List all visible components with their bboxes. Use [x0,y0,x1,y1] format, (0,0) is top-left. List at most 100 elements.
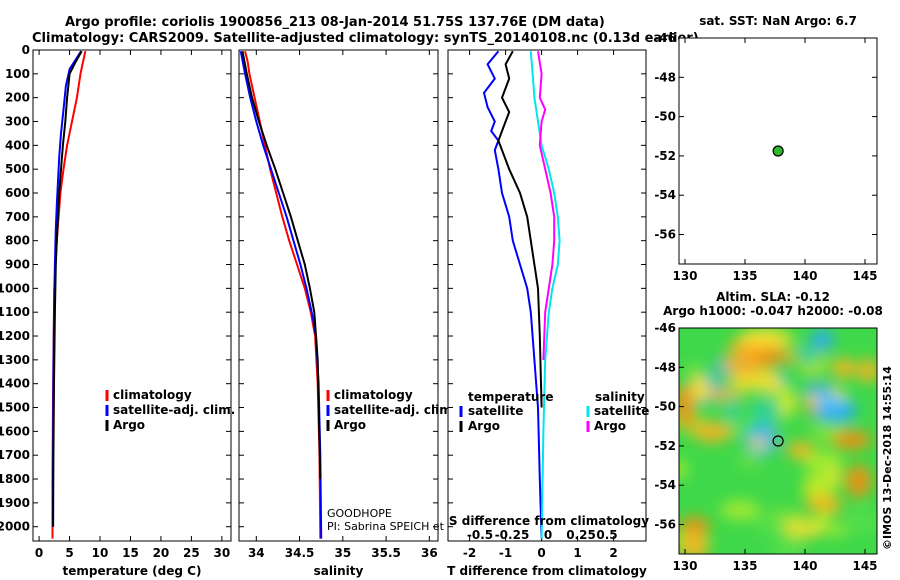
sla-map-heatmap-blob [844,509,877,536]
sst-map-ytick-label: -56 [654,228,676,242]
sla-map-heatmap-blob [679,403,695,429]
difference-xtick-label: -2 [463,546,476,560]
temperature-legend-label: climatology [113,388,192,402]
sla-map-xtick-label: 140 [792,559,817,573]
difference-top-tick-label: 0.5 [596,528,617,542]
temperature-ytick-label: 0 [22,43,30,57]
sla-map-xtick-label: 145 [852,559,877,573]
sst-map-xtick-label: 130 [672,269,697,283]
temperature-ytick-label: 1400 [0,377,30,391]
difference-top-tick-label: -0.5 [467,528,493,542]
sst-map-xtick-label: 145 [852,269,877,283]
figure-title-line2: Climatology: CARS2009. Satellite-adjuste… [32,31,699,46]
sla-map-heatmap-blob [810,329,834,351]
difference-xtick-label: 2 [609,546,617,560]
sla-map-heatmap-blob [724,393,740,425]
difference-legend-left-label: satellite [468,404,523,418]
salinity-series-argo [241,51,322,480]
sla-map-heatmap-blob [690,374,710,402]
temperature-ytick-label: 600 [5,186,30,200]
sla-map-heatmap-blob [679,459,687,479]
sla-map-heatmap-blob [679,535,709,554]
sst-map-argo-marker [772,145,784,157]
temperature-ytick-label: 1700 [0,448,30,462]
sla-map-ytick-label: -52 [654,439,676,453]
sla-map-heatmap-blob [831,358,855,379]
sla-map-heatmap-blob [803,383,835,398]
temperature-ytick-label: 500 [5,162,30,176]
sla-map-heatmap-blob [818,395,846,409]
difference-xlabel: T difference from climatology [447,564,647,578]
sla-map-heatmap-blob [782,518,825,539]
temperature-ytick-label: 100 [5,67,30,81]
sla-map-heatmap-blob [832,431,872,449]
difference-top-tick-label: -0.25 [495,528,530,542]
sla-map-argo-marker [772,435,784,447]
temperature-legend-label: Argo [113,418,145,432]
temperature-xtick-label: 0 [35,546,43,560]
sst-map-ytick-label: -48 [654,70,676,84]
difference-legend-right-label: Argo [594,419,626,433]
difference-top-tick-label: 0.25 [566,528,596,542]
difference-top-tick-label: 0 [544,528,552,542]
salinity-xlabel: salinity [314,564,364,578]
temperature-series-argo [52,50,83,527]
difference-panel: -2 -1 0 1 2 T difference from climatology S di… [447,49,649,578]
sst-map-xtick-label: 140 [792,269,817,283]
sla-map-heatmap-blob [739,328,791,348]
sla-map-ytick-label: -46 [654,321,676,335]
temperature-ytick-label: 900 [5,258,30,272]
temperature-ytick-label: 800 [5,234,30,248]
sla-map-heatmap-blob [679,516,710,537]
sla-map-ytick-label: -48 [654,360,676,374]
sla-map-heatmap-blob [765,509,805,523]
temperature-ytick-label: 200 [5,91,30,105]
sst-map-ytick-label: -54 [654,188,676,202]
salinity-panel: 34 34.5 35 35.5 36salinityclimatologysatelli… [238,49,526,578]
temperature-panel: 0 5 10 15 20 25 300100200300400500600700800900… [0,43,235,578]
sla-map-heatmap-blob [800,452,844,470]
sla-map-title-line1: Altim. SLA: -0.12 [716,290,830,304]
sla-map-heatmap-blob [737,454,764,467]
salinity-legend-label: climatology [334,388,413,402]
temperature-ytick-label: 1200 [0,329,30,343]
salinity-xtick-label: 35.5 [371,546,401,560]
temperature-ytick-label: 700 [5,210,30,224]
sst-map-panel: sat. SST: NaN Argo: 6.7 130 135 140 145 -46 -4… [654,14,877,283]
temperature-ytick-label: 1000 [0,281,30,295]
difference-series-t-satellite [482,50,543,539]
sla-map-heatmap-blob [758,370,782,394]
salinity-xtick-label: 36 [421,546,438,560]
difference-legend-left-label: Argo [468,419,500,433]
temperature-ytick-label: 1300 [0,353,30,367]
salinity-xtick-label: 34.5 [285,546,315,560]
sla-map-ytick-label: -50 [654,400,676,414]
sla-map-ytick-label: -56 [654,518,676,532]
temperature-ytick-label: 2000 [0,520,30,534]
temperature-xtick-label: 25 [183,546,200,560]
temperature-xtick-label: 10 [92,546,109,560]
salinity-legend-label: satellite-adj. clim. [334,403,456,417]
sla-map-heatmap [679,328,877,554]
sla-map-heatmap-field [679,328,877,554]
sla-map-xtick-label: 130 [672,559,697,573]
difference-xtick-label: 0 [537,546,545,560]
sst-map-ytick-label: -50 [654,110,676,124]
salinity-xtick-label: 35 [334,546,351,560]
sla-map-heatmap-blob [777,382,790,416]
sla-map-heatmap-blob [855,359,877,383]
sla-map-heatmap-blob [786,442,814,458]
temperature-ytick-label: 1800 [0,472,30,486]
temperature-ytick-label: 1600 [0,424,30,438]
sla-map-heatmap-blob [720,500,760,520]
watermark: ©IMOS 13-Dec-2018 14:55:14 [881,366,894,550]
difference-legend-right-label: satellite [594,404,649,418]
temperature-ytick-label: 1100 [0,305,30,319]
sst-map-xtick-label: 135 [732,269,757,283]
sla-map-frame [678,327,878,555]
difference-xtick-label: 1 [573,546,581,560]
difference-legend-temperature-title: temperature [468,390,553,404]
